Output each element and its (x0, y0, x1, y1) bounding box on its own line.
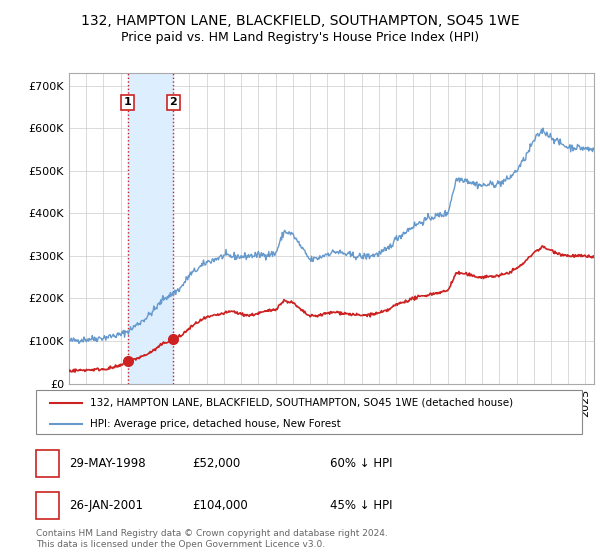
Text: 45% ↓ HPI: 45% ↓ HPI (330, 499, 392, 512)
Text: 132, HAMPTON LANE, BLACKFIELD, SOUTHAMPTON, SO45 1WE (detached house): 132, HAMPTON LANE, BLACKFIELD, SOUTHAMPT… (89, 398, 512, 408)
Text: 2: 2 (43, 499, 52, 512)
Bar (128, 73, 173, 384)
Text: 29-MAY-1998: 29-MAY-1998 (69, 457, 146, 470)
Text: HPI: Average price, detached house, New Forest: HPI: Average price, detached house, New … (89, 419, 340, 430)
Text: £104,000: £104,000 (192, 499, 248, 512)
Text: Price paid vs. HM Land Registry's House Price Index (HPI): Price paid vs. HM Land Registry's House … (121, 31, 479, 44)
Text: 1: 1 (124, 97, 131, 108)
Text: 26-JAN-2001: 26-JAN-2001 (69, 499, 143, 512)
Text: Contains HM Land Registry data © Crown copyright and database right 2024.
This d: Contains HM Land Registry data © Crown c… (36, 529, 388, 549)
Text: 2: 2 (170, 97, 178, 108)
Text: 132, HAMPTON LANE, BLACKFIELD, SOUTHAMPTON, SO45 1WE: 132, HAMPTON LANE, BLACKFIELD, SOUTHAMPT… (80, 14, 520, 28)
Text: 60% ↓ HPI: 60% ↓ HPI (330, 457, 392, 470)
Text: £52,000: £52,000 (192, 457, 240, 470)
Text: 1: 1 (43, 457, 52, 470)
